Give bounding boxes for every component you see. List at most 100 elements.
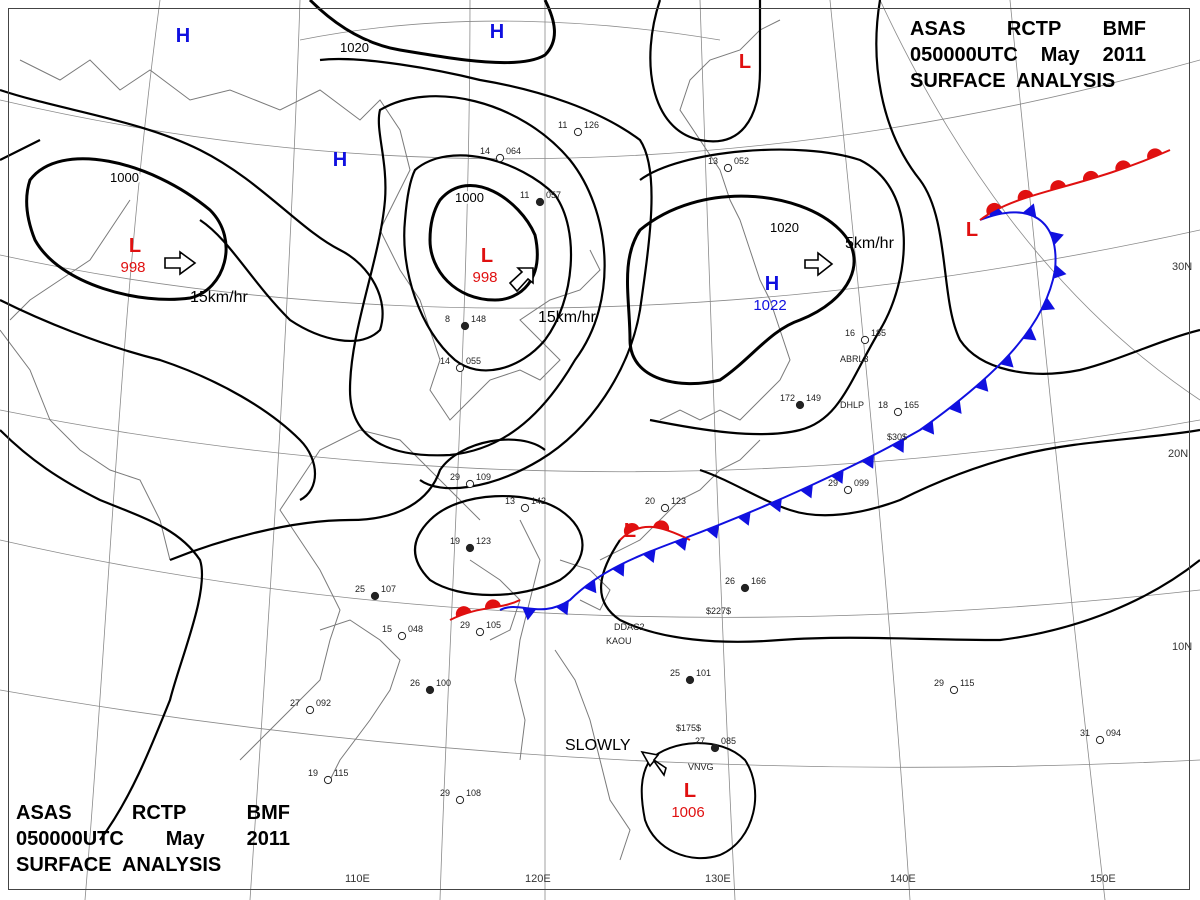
lat-label: 30N: [1172, 261, 1192, 273]
cold-front-triangle: [522, 607, 537, 621]
coastlines: [0, 19, 791, 861]
low-center-symbol: L: [481, 245, 493, 267]
station-pressure: 109: [476, 472, 491, 482]
station-temperature: 29: [440, 788, 450, 798]
title-year: 2011: [246, 828, 290, 850]
motion-arrow-4: [640, 750, 667, 777]
station-pressure: 099: [854, 478, 869, 488]
station-pressure: 107: [381, 584, 396, 594]
station-circle: [573, 127, 583, 137]
cold-front-triangle: [583, 579, 597, 594]
isobar-labels: 1000 1000 1020 1020: [108, 38, 801, 237]
cold-front-triangle: [1022, 327, 1037, 341]
station-temperature: 26: [410, 678, 420, 688]
title-year: 2011: [1102, 44, 1146, 66]
station-circle: [465, 543, 475, 553]
station-circle: [305, 705, 315, 715]
high-center-symbol: H: [490, 21, 504, 43]
station-pressure: 126: [584, 120, 599, 130]
station-pressure: 115: [960, 678, 974, 688]
station-pressure: 085: [721, 736, 736, 746]
lon-label: 110E: [345, 873, 370, 885]
station-temperature: 27: [695, 736, 705, 746]
motion-label: 15km/hr: [190, 289, 248, 306]
station-temperature: 27: [290, 698, 300, 708]
title-time: 050000UTC: [16, 828, 124, 850]
station-circle: [740, 583, 750, 593]
low-center-symbol: L: [129, 235, 141, 257]
station-temperature: 8: [445, 314, 450, 324]
station-pressure: 092: [316, 698, 331, 708]
motion-arrow-1: [164, 250, 197, 276]
high-center-symbol: H: [765, 273, 779, 295]
station-pressure: 101: [696, 668, 711, 678]
station-pressure: 105: [486, 620, 501, 630]
warm-front-marks: [455, 148, 1163, 617]
station-circle: [1095, 735, 1105, 745]
station-pressure: 149: [806, 393, 821, 403]
fronts: [449, 148, 1171, 621]
isobars: [0, 0, 1200, 860]
station-circle: [723, 163, 733, 173]
cold-front-triangle: [611, 562, 625, 577]
motion-labels: 15km/hr 15km/hr 5km/hr SLOWLY: [190, 235, 895, 754]
station-circle: [425, 685, 435, 695]
station-circle: [949, 685, 959, 695]
station-circle: [323, 775, 333, 785]
station-circle: [455, 795, 465, 805]
cold-front-triangle: [674, 537, 688, 551]
high-center-symbol: H: [333, 149, 347, 171]
title-code: BMF: [1102, 18, 1146, 40]
station-pressure: 057: [546, 190, 561, 200]
low-center-symbol: L: [624, 520, 636, 542]
title-block-top: ASAS RCTP BMF 050000UTC May 2011 SURFACE ANA…: [910, 16, 1146, 94]
station-circle: [397, 631, 407, 641]
low-center-symbol: L: [966, 219, 978, 241]
low-center-symbol: L: [684, 780, 696, 802]
station-circle: [685, 675, 695, 685]
title-product: SURFACE ANALYSIS: [16, 854, 222, 876]
station-circle: [370, 591, 380, 601]
warm-front-semicircle: [653, 520, 670, 531]
title-block-bottom: ASAS RCTP BMF 050000UTC May 2011 SURFACE ANA…: [16, 800, 290, 878]
station-label: $30$: [887, 432, 907, 442]
cold-front-triangle: [975, 378, 989, 392]
cold-front-triangle: [861, 454, 874, 469]
motion-arrow-3: [804, 251, 834, 277]
motion-label: 5km/hr: [845, 235, 895, 252]
lon-label: 120E: [525, 873, 551, 885]
cold-front-triangle: [1053, 264, 1067, 279]
station-pressure: 166: [751, 576, 766, 586]
station-temperature: 29: [828, 478, 838, 488]
cold-front-triangle: [1000, 354, 1014, 368]
station-circle: [795, 400, 805, 410]
station-pressure: 185: [871, 328, 886, 338]
station-label: ABRL3: [840, 354, 869, 364]
cold-front-triangle: [737, 511, 751, 526]
center-pressure: 998: [472, 269, 497, 286]
station-temperature: 19: [308, 768, 318, 778]
isobar-label: 1020: [340, 40, 369, 55]
station-plots: 19 123 13 142 20 123 26 166 29 115 31 094 27 085 29 108…: [290, 120, 1121, 805]
station-circle: [520, 503, 530, 513]
cold-front-triangle: [1050, 231, 1064, 245]
title-time: 050000UTC: [910, 44, 1018, 66]
station-temperature: 172: [780, 393, 795, 403]
station-circle: [460, 321, 470, 331]
title-station: RCTP: [131, 802, 187, 824]
station-temperature: 14: [480, 146, 490, 156]
center-pressure: 1006: [671, 804, 704, 821]
station-circle: [495, 153, 505, 163]
warm-front-semicircle: [623, 522, 640, 535]
station-temperature: 25: [670, 668, 680, 678]
station-pressure: 055: [466, 356, 481, 366]
station-temperature: 29: [934, 678, 944, 688]
station-label: $175$: [676, 723, 701, 733]
station-circle: [535, 197, 545, 207]
station-temperature: 16: [845, 328, 855, 338]
station-pressure: 148: [471, 314, 486, 324]
low-center-symbol: L: [739, 51, 751, 73]
station-temperature: 29: [450, 472, 460, 482]
station-pressure: 064: [506, 146, 521, 156]
